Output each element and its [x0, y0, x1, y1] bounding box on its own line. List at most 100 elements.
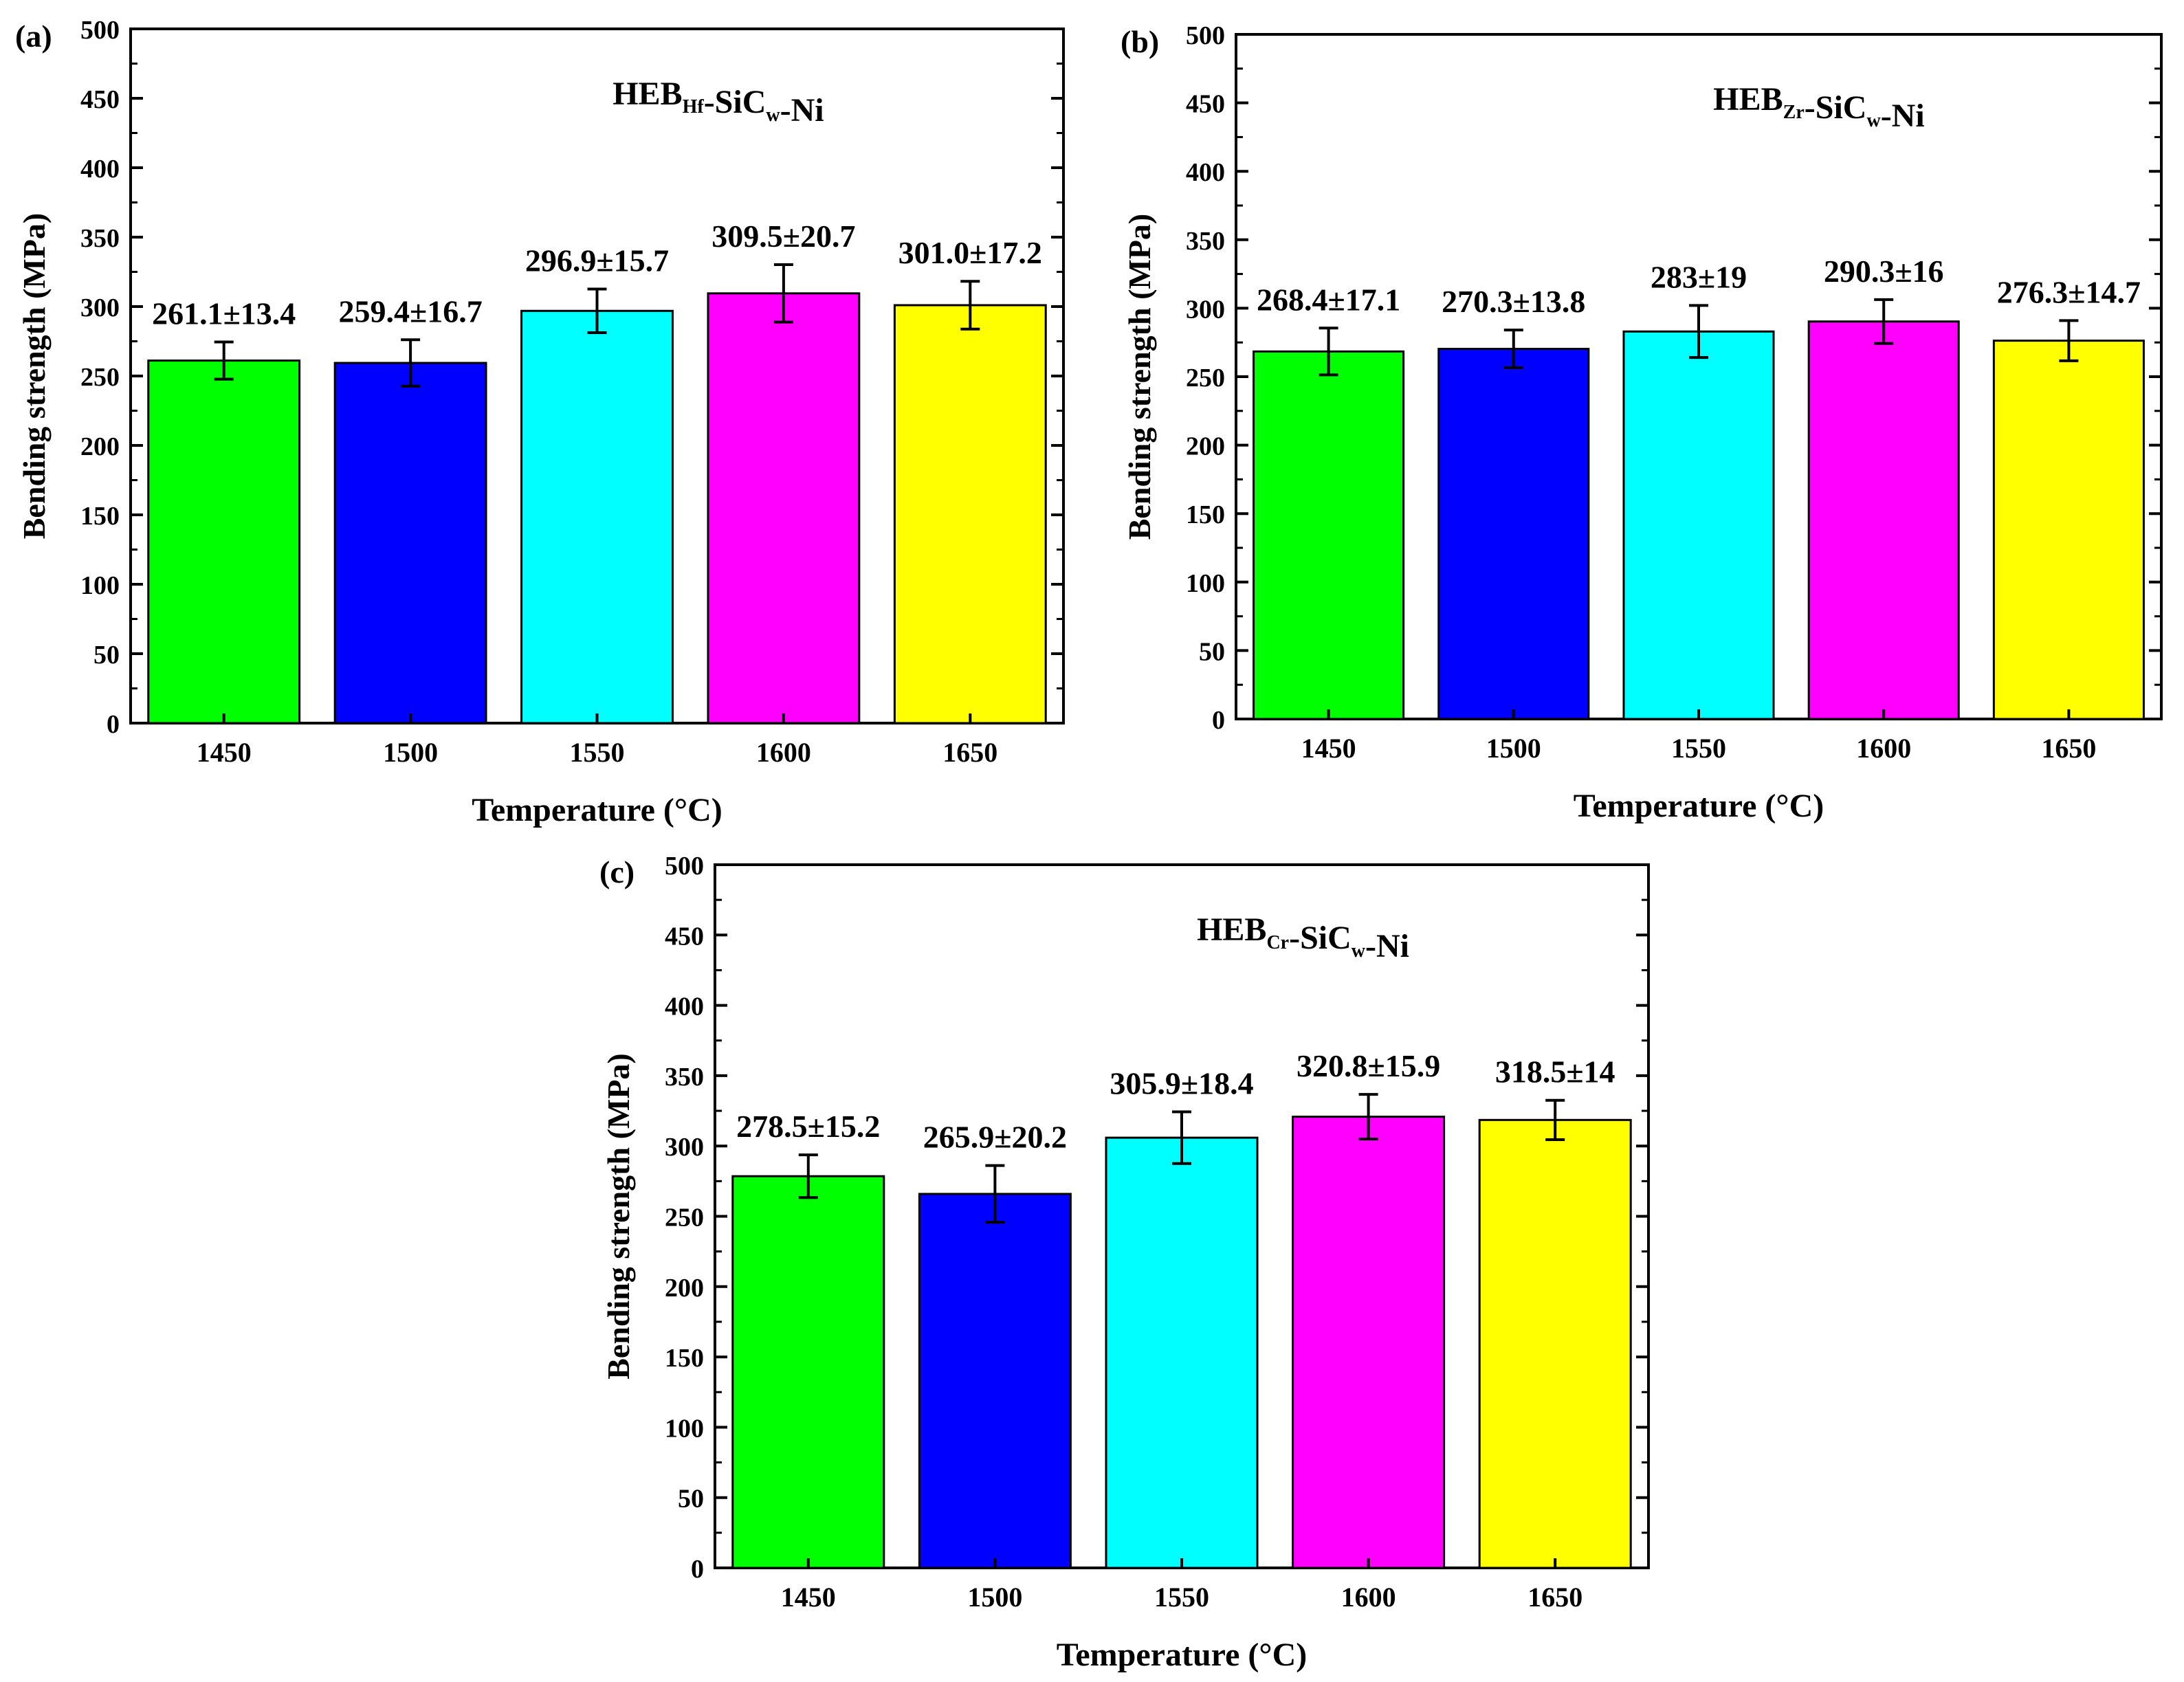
- series-label-part: HEB: [1713, 81, 1783, 118]
- series-label-part: -Ni: [780, 92, 824, 129]
- series-label: HEBCr-SiCw-Ni: [1197, 911, 1409, 964]
- series-label-subscript: Cr: [1266, 932, 1289, 953]
- x-tick-label: 1500: [1486, 733, 1541, 764]
- data-label-1500: 265.9±20.2: [923, 1120, 1067, 1155]
- series-label: HEBZr-SiCw-Ni: [1713, 81, 1924, 134]
- x-tick-label: 1600: [756, 737, 811, 768]
- y-tick-label: 150: [1186, 500, 1225, 529]
- data-label-1550: 283±19: [1651, 259, 1747, 294]
- panel-label: (c): [599, 854, 635, 889]
- data-label-1500: 259.4±16.7: [338, 294, 482, 329]
- y-axis-title: Bending strength (MPa): [1122, 214, 1157, 540]
- y-tick-label: 100: [1186, 569, 1225, 598]
- y-tick-label: 0: [1212, 706, 1225, 735]
- data-label-1500: 270.3±13.8: [1442, 284, 1585, 319]
- y-tick-label: 500: [665, 852, 704, 881]
- x-tick-label: 1550: [570, 737, 625, 768]
- x-tick-label: 1650: [942, 737, 997, 768]
- y-tick-label: 50: [678, 1485, 704, 1514]
- series-label-part: -SiC: [1805, 89, 1867, 126]
- series-label-part: -SiC: [704, 84, 766, 120]
- bar-1450: [731, 1175, 885, 1569]
- x-axis-title: Temperature (°C): [472, 792, 722, 828]
- y-tick-label: 250: [80, 363, 120, 392]
- y-tick-label: 200: [665, 1274, 704, 1303]
- y-tick-label: 0: [107, 710, 120, 739]
- data-label-1450: 261.1±13.4: [152, 296, 296, 331]
- chart-panel-c: (c) 0 50 100 150 200 250 300 350 400 450 500 Bending…: [599, 852, 1650, 1673]
- panel-label: (a): [15, 19, 52, 54]
- bar-1650: [1992, 340, 2145, 720]
- data-label-1450: 278.5±15.2: [736, 1109, 880, 1144]
- series-label-subscript: Zr: [1783, 102, 1805, 123]
- y-tick-label: 300: [80, 294, 120, 322]
- y-tick-label: 250: [665, 1204, 704, 1232]
- series-label-part: HEB: [1197, 911, 1266, 948]
- bar-1450: [1253, 350, 1405, 720]
- data-label-1450: 268.4±17.1: [1257, 282, 1400, 317]
- series-label-part: -SiC: [1289, 920, 1352, 956]
- x-tick-label: 1450: [197, 737, 252, 768]
- data-label-1550: 305.9±18.4: [1110, 1065, 1253, 1100]
- x-tick-label: 1550: [1671, 733, 1726, 764]
- bar-1600: [707, 292, 861, 724]
- x-tick-label: 1550: [1154, 1582, 1209, 1613]
- chart-panel-b: (b) 0 50 100 150 200 250 300 350 400 450 500 Bending…: [1121, 21, 2163, 824]
- y-tick-label: 100: [80, 571, 120, 600]
- data-label-1650: 276.3±14.7: [1997, 274, 2141, 309]
- series-label-subscript: w: [1866, 110, 1881, 131]
- bar-1550: [1105, 1136, 1259, 1569]
- series-label-part: -Ni: [1365, 928, 1409, 964]
- x-axis-title: Temperature (°C): [1574, 788, 1824, 824]
- y-tick-label: 400: [665, 993, 704, 1021]
- series-label: HEBHf-SiCw-Ni: [613, 76, 824, 129]
- x-tick-label: 1600: [1856, 733, 1911, 764]
- panel-label: (b): [1121, 24, 1159, 59]
- series-label-part: HEB: [613, 76, 682, 112]
- data-label-1600: 320.8±15.9: [1297, 1048, 1440, 1083]
- y-tick-label: 450: [80, 85, 120, 114]
- y-tick-label: 50: [93, 641, 120, 670]
- y-tick-label: 350: [665, 1063, 704, 1092]
- series-label-subscript: w: [1352, 940, 1366, 962]
- y-tick-label: 150: [80, 502, 120, 531]
- data-label-1650: 301.0±17.2: [898, 235, 1042, 270]
- bar-1500: [918, 1193, 1072, 1569]
- y-tick-label: 150: [665, 1344, 704, 1373]
- y-tick-label: 450: [1186, 90, 1225, 119]
- series-label-part: -Ni: [1881, 98, 1925, 134]
- y-tick-label: 350: [80, 224, 120, 253]
- bar-1450: [147, 359, 301, 724]
- x-tick-label: 1600: [1341, 1582, 1396, 1613]
- y-axis-title: Bending strength (MPa): [16, 213, 52, 540]
- bar-1550: [1622, 330, 1775, 720]
- x-tick-label: 1650: [1527, 1582, 1582, 1613]
- x-tick-label: 1450: [1301, 733, 1356, 764]
- x-tick-label: 1450: [781, 1582, 836, 1613]
- bar-1600: [1807, 320, 1960, 720]
- data-label-1650: 318.5±14: [1495, 1054, 1615, 1089]
- data-label-1550: 296.9±15.7: [525, 243, 669, 278]
- y-tick-label: 350: [1186, 227, 1225, 256]
- y-axis-title: Bending strength (MPa): [601, 1053, 636, 1380]
- y-tick-label: 50: [1199, 637, 1225, 666]
- y-tick-label: 500: [80, 16, 120, 45]
- bar-1500: [1437, 348, 1590, 720]
- y-tick-label: 200: [1186, 432, 1225, 461]
- y-tick-label: 100: [665, 1414, 704, 1443]
- y-tick-label: 0: [691, 1555, 704, 1584]
- data-label-1600: 309.5±20.7: [712, 219, 855, 254]
- bar-1650: [893, 304, 1047, 724]
- y-tick-label: 400: [1186, 158, 1225, 187]
- y-tick-label: 250: [1186, 364, 1225, 392]
- bar-1550: [520, 309, 674, 724]
- chart-panel-a: (a) 0 50 100 150 200 250 300 350 400 450 500 Bending…: [15, 16, 1065, 828]
- y-tick-label: 200: [80, 432, 120, 461]
- series-label-subscript: Hf: [683, 96, 705, 118]
- bar-1600: [1292, 1116, 1446, 1569]
- bar-1500: [333, 362, 487, 724]
- y-tick-label: 500: [1186, 21, 1225, 50]
- x-tick-label: 1500: [383, 737, 438, 768]
- y-tick-label: 400: [80, 155, 120, 184]
